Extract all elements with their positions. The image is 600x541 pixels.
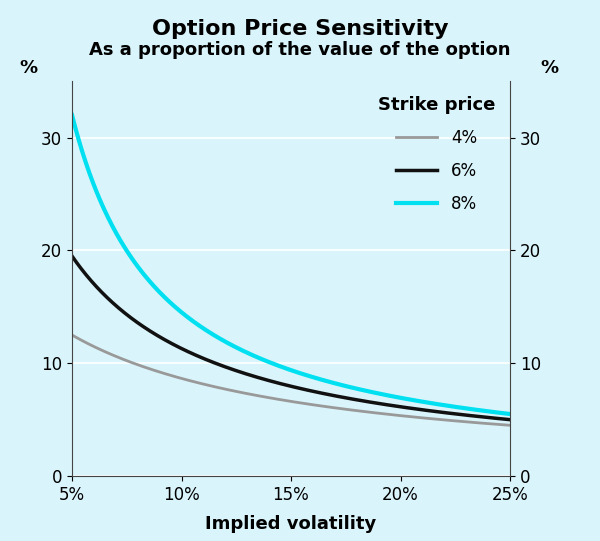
6% (279, 381, 286, 387)
8% (68, 112, 76, 118)
6% (68, 253, 76, 259)
Legend: 4%, 6%, 8%: 4%, 6%, 8% (371, 89, 502, 220)
4% (506, 422, 514, 428)
Line: 6%: 6% (72, 256, 510, 420)
6% (496, 415, 503, 422)
8% (506, 411, 514, 417)
Line: 8%: 8% (72, 115, 510, 414)
8% (427, 400, 434, 406)
6% (329, 392, 336, 399)
4% (496, 421, 503, 428)
4% (277, 397, 284, 403)
8% (305, 373, 313, 379)
4% (305, 401, 313, 407)
8% (279, 364, 286, 371)
6% (427, 408, 434, 414)
8% (329, 379, 336, 386)
8% (496, 410, 503, 416)
X-axis label: Implied volatility: Implied volatility (205, 515, 377, 533)
Text: %: % (19, 59, 37, 77)
6% (305, 387, 313, 394)
6% (506, 417, 514, 423)
Line: 4%: 4% (72, 335, 510, 425)
4% (329, 404, 336, 411)
4% (279, 397, 286, 403)
4% (68, 332, 76, 338)
Text: As a proportion of the value of the option: As a proportion of the value of the opti… (89, 41, 511, 58)
8% (277, 363, 284, 370)
Text: Option Price Sensitivity: Option Price Sensitivity (152, 19, 448, 39)
Text: %: % (541, 59, 559, 77)
6% (277, 380, 284, 387)
4% (427, 415, 434, 422)
